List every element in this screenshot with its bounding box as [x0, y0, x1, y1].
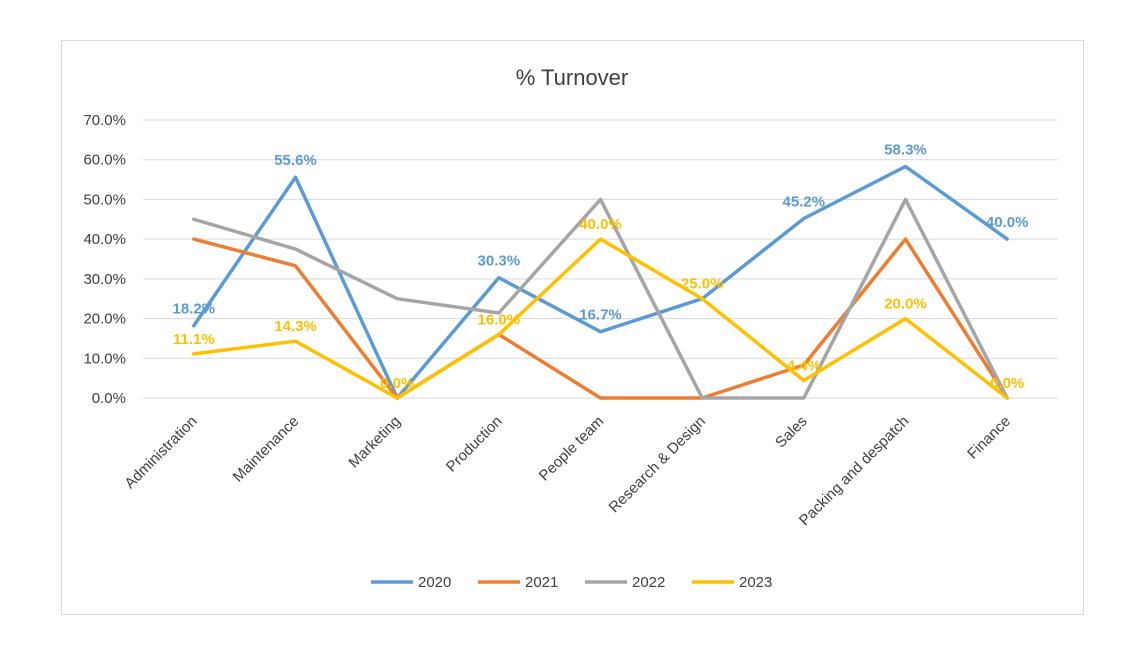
legend-label-2023: 2023 — [739, 574, 772, 591]
y-tick-label: 70.0% — [83, 112, 126, 129]
series-line-2022 — [192, 197, 1009, 400]
data-label-2023: 14.3% — [274, 318, 317, 335]
y-tick-label: 20.0% — [83, 311, 126, 328]
data-label-2023: 0.0% — [990, 375, 1024, 392]
series-line-2021 — [192, 237, 1009, 400]
data-label-2020: 40.0% — [986, 214, 1029, 231]
data-label-2020: 58.3% — [884, 141, 927, 158]
x-tick-label: People team — [536, 413, 608, 485]
chart-area: % Turnover 0.0% 10.0% 20.0% 30.0% 40.0% 50.0%… — [61, 40, 1084, 615]
legend-label-2022: 2022 — [632, 574, 665, 591]
legend-label-2020: 2020 — [418, 574, 451, 591]
y-tick-label: 30.0% — [83, 271, 126, 288]
data-label-2023: 20.0% — [884, 296, 927, 313]
chart-title: % Turnover — [516, 65, 629, 90]
x-axis: Administration Maintenance Marketing Produc… — [121, 413, 1014, 529]
x-tick-label: Research & Design — [606, 413, 709, 516]
x-tick-label: Packing and despatch — [796, 413, 912, 529]
data-label-2023: 4.4% — [787, 358, 821, 375]
data-label-2020: 18.2% — [173, 301, 216, 318]
x-tick-label: Production — [443, 413, 506, 476]
data-label-2020: 45.2% — [783, 193, 826, 210]
data-label-2020: 16.7% — [579, 307, 622, 324]
data-label-2023: 0.0% — [380, 375, 414, 392]
y-tick-label: 40.0% — [83, 231, 126, 248]
y-tick-label: 0.0% — [92, 390, 126, 407]
y-tick-label: 60.0% — [83, 152, 126, 169]
series-line-2023 — [192, 237, 1009, 400]
series-line-2020 — [192, 164, 1009, 400]
x-tick-label: Sales — [772, 413, 811, 452]
data-labels: 18.2% 55.6% 30.3% 16.7% 45.2% 58.3% 40.0% 11.1%… — [173, 141, 1029, 392]
legend: 2020 2021 2022 2023 — [371, 574, 772, 591]
x-tick-label: Finance — [964, 413, 1014, 463]
data-label-2020: 30.3% — [478, 253, 521, 270]
x-tick-label: Administration — [121, 413, 200, 492]
data-label-2023: 40.0% — [579, 216, 622, 233]
x-tick-label: Maintenance — [230, 413, 303, 486]
series-lines — [192, 164, 1009, 400]
data-label-2020: 55.6% — [274, 152, 317, 169]
line-chart: % Turnover 0.0% 10.0% 20.0% 30.0% 40.0% 50.0%… — [83, 65, 1058, 591]
data-label-2023: 16.0% — [478, 311, 521, 328]
y-tick-label: 50.0% — [83, 191, 126, 208]
y-axis: 0.0% 10.0% 20.0% 30.0% 40.0% 50.0% 60.0% 70.0% — [83, 112, 126, 407]
legend-label-2021: 2021 — [525, 574, 558, 591]
data-label-2023: 11.1% — [173, 331, 215, 348]
y-tick-label: 10.0% — [83, 350, 126, 367]
x-tick-label: Marketing — [345, 413, 404, 472]
data-label-2023: 25.0% — [681, 276, 724, 293]
